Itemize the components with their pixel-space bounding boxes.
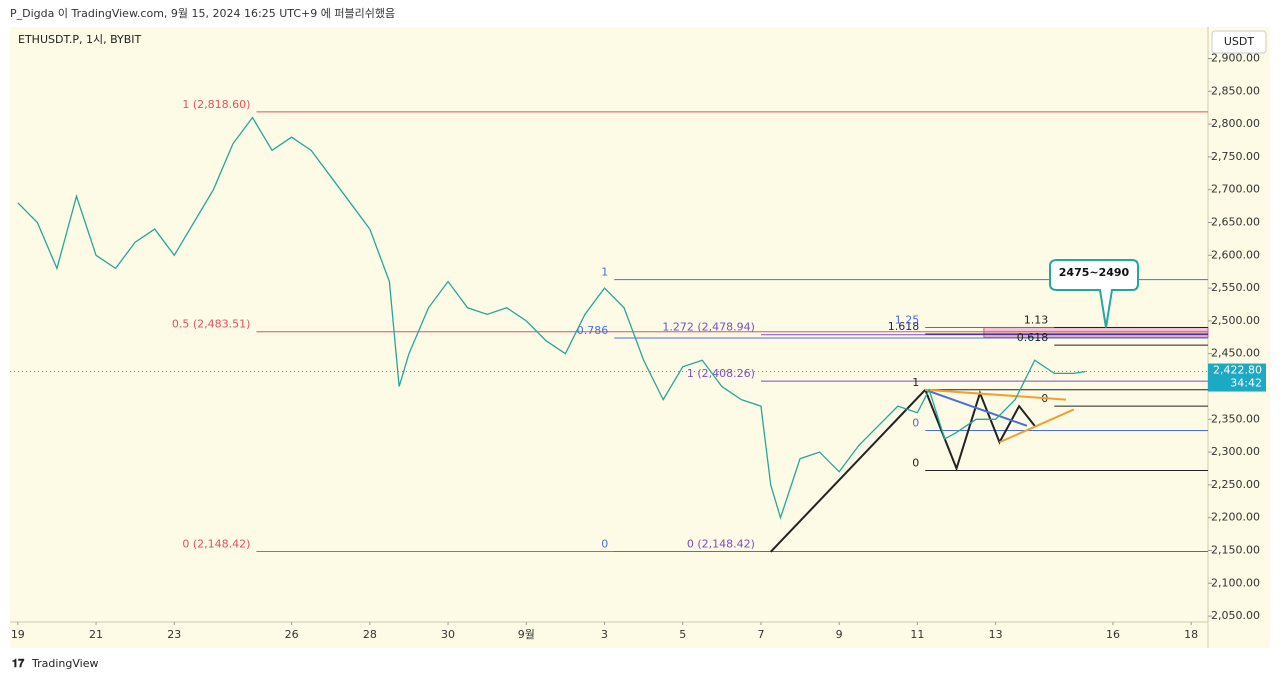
fib-label: 1 [601, 266, 608, 279]
y-tick-label: 2,700.00 [1211, 183, 1260, 196]
time-axis [10, 622, 1208, 648]
countdown: 34:42 [1230, 377, 1262, 390]
fib-label: 1.25 [895, 313, 920, 326]
y-tick-label: 2,250.00 [1211, 478, 1260, 491]
last-price-box [1208, 363, 1266, 392]
fib-label: 0 [601, 538, 608, 551]
fib-label: 0 [912, 416, 919, 429]
fib-label: 0.786 [577, 324, 609, 337]
y-tick-label: 2,500.00 [1211, 314, 1260, 327]
plot-area [10, 27, 1208, 622]
fib-label: 1.618 [888, 320, 920, 333]
y-tick-label: 2,650.00 [1211, 215, 1260, 228]
y-tick-label: 2,600.00 [1211, 248, 1260, 261]
fib-label: 1 (2,818.60) [182, 98, 250, 111]
logo: 𝟏𝟕 [12, 657, 25, 670]
currency-box[interactable] [1211, 30, 1267, 54]
y-tick-label: 2,800.00 [1211, 117, 1260, 130]
currency[interactable]: USDT [1224, 35, 1255, 48]
fib-label: 0 (2,148.42) [687, 538, 755, 551]
x-tick-label: 26 [285, 628, 299, 641]
price-axis [1208, 27, 1270, 648]
x-tick-label: 28 [363, 628, 377, 641]
y-tick-label: 2,850.00 [1211, 84, 1260, 97]
price-line [17, 116, 1086, 520]
y-tick-label: 2,750.00 [1211, 150, 1260, 163]
y-tick-label: 2,300.00 [1211, 445, 1260, 458]
callout [1049, 259, 1139, 328]
fib-label: 1 [912, 376, 919, 389]
trendline [924, 388, 1028, 427]
x-tick-label: 23 [167, 628, 181, 641]
x-tick-label: 9월 [518, 628, 535, 641]
x-tick-label: 30 [441, 628, 455, 641]
fib-label: 0.5 (2,483.51) [172, 318, 251, 331]
fib-label: 1.13 [1024, 313, 1049, 326]
y-tick-label: 2,900.00 [1211, 51, 1260, 64]
y-tick-label: 2,200.00 [1211, 511, 1260, 524]
header: P_Digda 이 TradingView.com, 9월 15, 2024 1… [10, 7, 395, 20]
x-tick-label: 16 [1106, 628, 1120, 641]
fib-label: 0 (2,148.42) [182, 538, 250, 551]
x-tick-label: 5 [679, 628, 686, 641]
fib-label: 0.618 [1017, 331, 1049, 344]
x-tick-label: 7 [757, 628, 764, 641]
fib-label: 1 (2,408.26) [687, 367, 755, 380]
last-price: 2,422.80 [1213, 364, 1262, 377]
fib-label: 0 [912, 456, 919, 469]
x-tick-label: 3 [601, 628, 608, 641]
x-tick-label: 11 [910, 628, 924, 641]
callout-label: 2475~2490 [1059, 266, 1130, 279]
fib-label: 1.272 (2,478.94) [662, 321, 755, 334]
y-tick-label: 2,150.00 [1211, 543, 1260, 556]
x-tick-label: 9 [836, 628, 843, 641]
y-tick-label: 2,050.00 [1211, 609, 1260, 622]
trendline [925, 388, 1067, 401]
x-tick-label: 19 [11, 628, 25, 641]
x-tick-label: 13 [989, 628, 1003, 641]
trendline [924, 389, 1036, 472]
y-tick-label: 2,350.00 [1211, 412, 1260, 425]
trendline [770, 389, 926, 553]
brand: TradingView [31, 657, 98, 670]
x-tick-label: 18 [1184, 628, 1198, 641]
y-tick-label: 2,100.00 [1211, 576, 1260, 589]
symbol: ETHUSDT.P, 1시, BYBIT [18, 33, 142, 46]
y-tick-label: 2,450.00 [1211, 347, 1260, 360]
y-tick-label: 2,550.00 [1211, 281, 1260, 294]
trendline [999, 408, 1075, 444]
x-tick-label: 21 [89, 628, 103, 641]
